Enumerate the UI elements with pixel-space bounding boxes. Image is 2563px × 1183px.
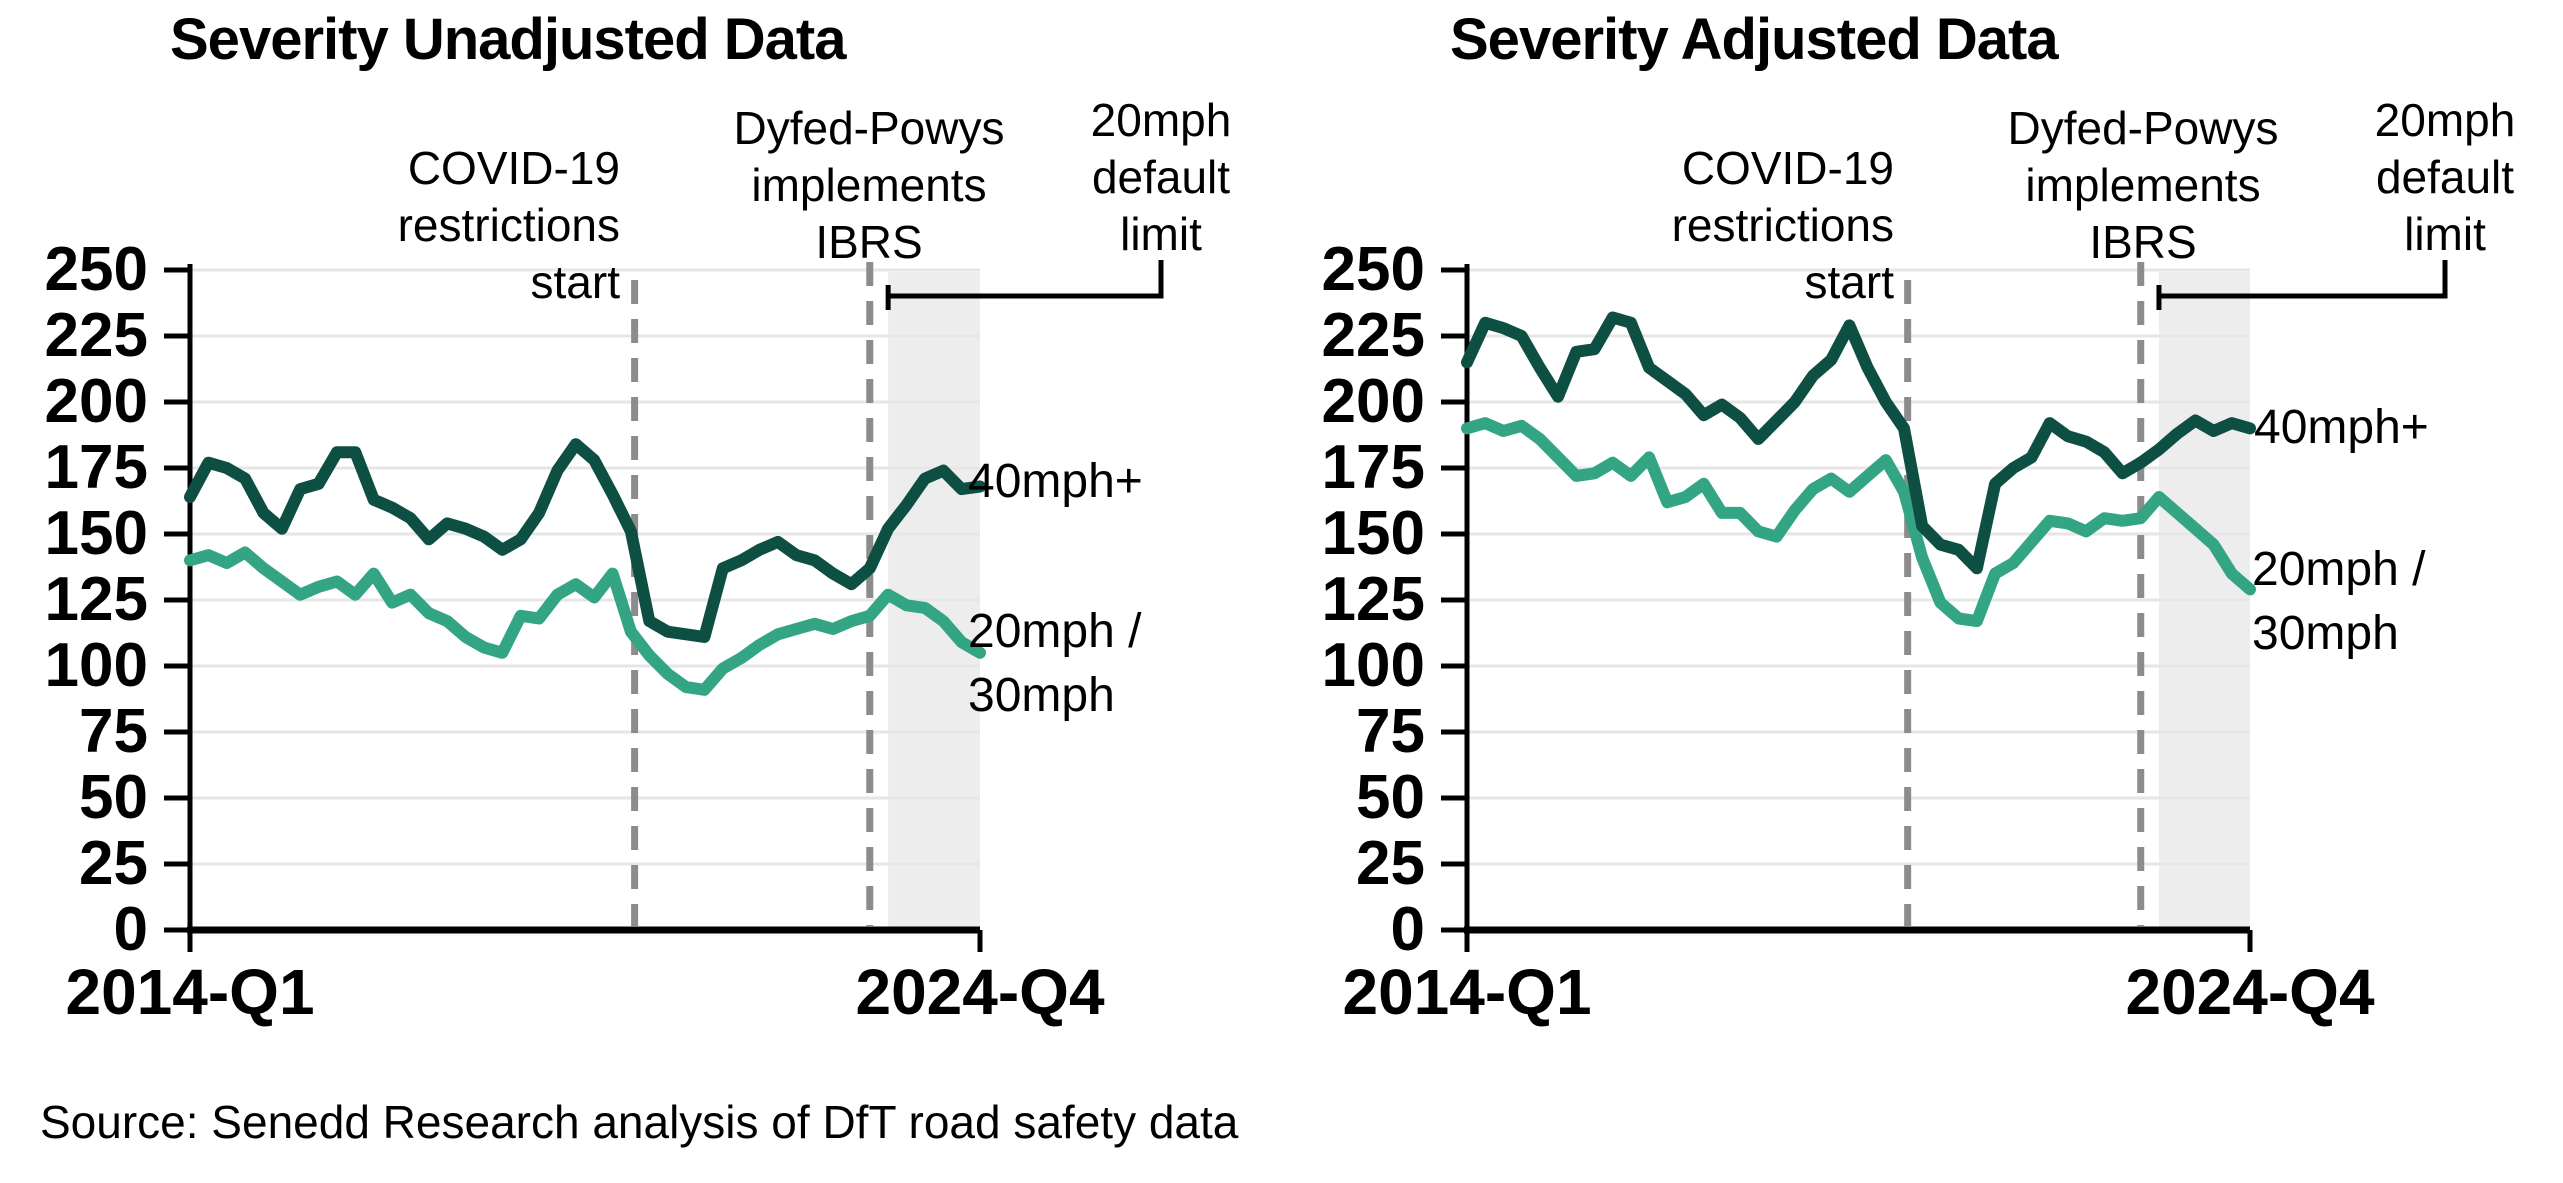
- y-tick-label: 175: [1321, 433, 1425, 502]
- series-label-line: 30mph: [2252, 607, 2399, 660]
- annotation-covid-right: COVID-19 restrictions start: [1474, 140, 1894, 311]
- annotation-line: default: [1091, 151, 1231, 203]
- chart-title-unadjusted: Severity Unadjusted Data: [170, 7, 846, 72]
- y-tick-label: 200: [1321, 367, 1425, 436]
- y-tick-label: 100: [44, 631, 148, 700]
- annotation-line: limit: [2404, 208, 2486, 260]
- y-tick-label: 200: [44, 367, 148, 436]
- x-tick-label-end-left: 2024-Q4: [855, 956, 1105, 1028]
- annotation-20mph-left: 20mph default limit: [1001, 92, 1321, 263]
- series-label-2030mph-left: 20mph / 30mph: [968, 600, 1141, 728]
- annotation-line: IBRS: [815, 216, 923, 268]
- limit-annotation-connector: [2158, 260, 2448, 299]
- y-tick-label: 250: [1321, 235, 1425, 304]
- series-label-line: 20mph /: [968, 605, 1142, 658]
- annotation-line: restrictions: [1671, 199, 1894, 251]
- y-tick-label: 225: [1321, 301, 1425, 370]
- limit-annotation-connector: [888, 260, 1164, 299]
- y-tick-label: 100: [1321, 631, 1425, 700]
- y-tick-label: 75: [79, 697, 148, 766]
- series-line-20-30mph: [1461, 417, 2256, 628]
- y-tick-label: 150: [44, 499, 148, 568]
- series-line-20-30mph: [184, 546, 986, 696]
- y-tick-label: 175: [44, 433, 148, 502]
- annotation-line: implements: [751, 159, 987, 211]
- annotation-line: limit: [1120, 208, 1202, 260]
- y-tick-label: 50: [1356, 763, 1425, 832]
- y-tick-label: 25: [79, 829, 148, 898]
- y-tick-label: 125: [44, 565, 148, 634]
- series-label-line: 20mph /: [2252, 543, 2426, 596]
- annotation-ibrs-left: Dyfed-Powys implements IBRS: [619, 100, 1119, 271]
- x-tick-label-start-left: 2014-Q1: [65, 956, 315, 1028]
- annotation-line: default: [2375, 151, 2515, 203]
- annotation-line: start: [530, 256, 620, 308]
- annotation-line: Dyfed-Powys: [2007, 102, 2279, 154]
- annotation-20mph-right: 20mph default limit: [2285, 92, 2563, 263]
- series-line-40mph: [1461, 311, 2256, 575]
- y-tick-label: 50: [79, 763, 148, 832]
- y-tick-label: 0: [113, 895, 148, 964]
- series-line-40mph: [184, 438, 986, 643]
- y-tick-label: 125: [1321, 565, 1425, 634]
- series-label-40mph-left: 40mph+: [968, 455, 1143, 508]
- annotation-line: restrictions: [397, 199, 620, 251]
- y-tick-label: 250: [44, 235, 148, 304]
- annotation-line: 20mph: [1090, 94, 1232, 146]
- x-tick-label-end-right: 2024-Q4: [2125, 956, 2375, 1028]
- source-note: Source: Senedd Research analysis of DfT …: [40, 1096, 1239, 1148]
- series-label-40mph-right: 40mph+: [2254, 401, 2429, 454]
- annotation-line: 20mph: [2374, 94, 2516, 146]
- y-tick-label: 0: [1390, 895, 1425, 964]
- x-tick-label-start-right: 2014-Q1: [1342, 956, 1592, 1028]
- chart-title-adjusted: Severity Adjusted Data: [1450, 7, 2059, 72]
- annotation-ibrs-right: Dyfed-Powys implements IBRS: [1893, 100, 2393, 271]
- y-tick-label: 225: [44, 301, 148, 370]
- annotation-line: COVID-19: [1681, 142, 1894, 194]
- annotation-line: start: [1804, 256, 1894, 308]
- annotation-line: implements: [2025, 159, 2261, 211]
- annotation-line: COVID-19: [407, 142, 620, 194]
- y-tick-label: 75: [1356, 697, 1425, 766]
- series-label-line: 30mph: [968, 669, 1115, 722]
- annotation-line: Dyfed-Powys: [733, 102, 1005, 154]
- annotation-line: IBRS: [2089, 216, 2197, 268]
- annotation-covid-left: COVID-19 restrictions start: [200, 140, 620, 311]
- y-tick-label: 150: [1321, 499, 1425, 568]
- series-label-2030mph-right: 20mph / 30mph: [2252, 538, 2425, 666]
- y-tick-label: 25: [1356, 829, 1425, 898]
